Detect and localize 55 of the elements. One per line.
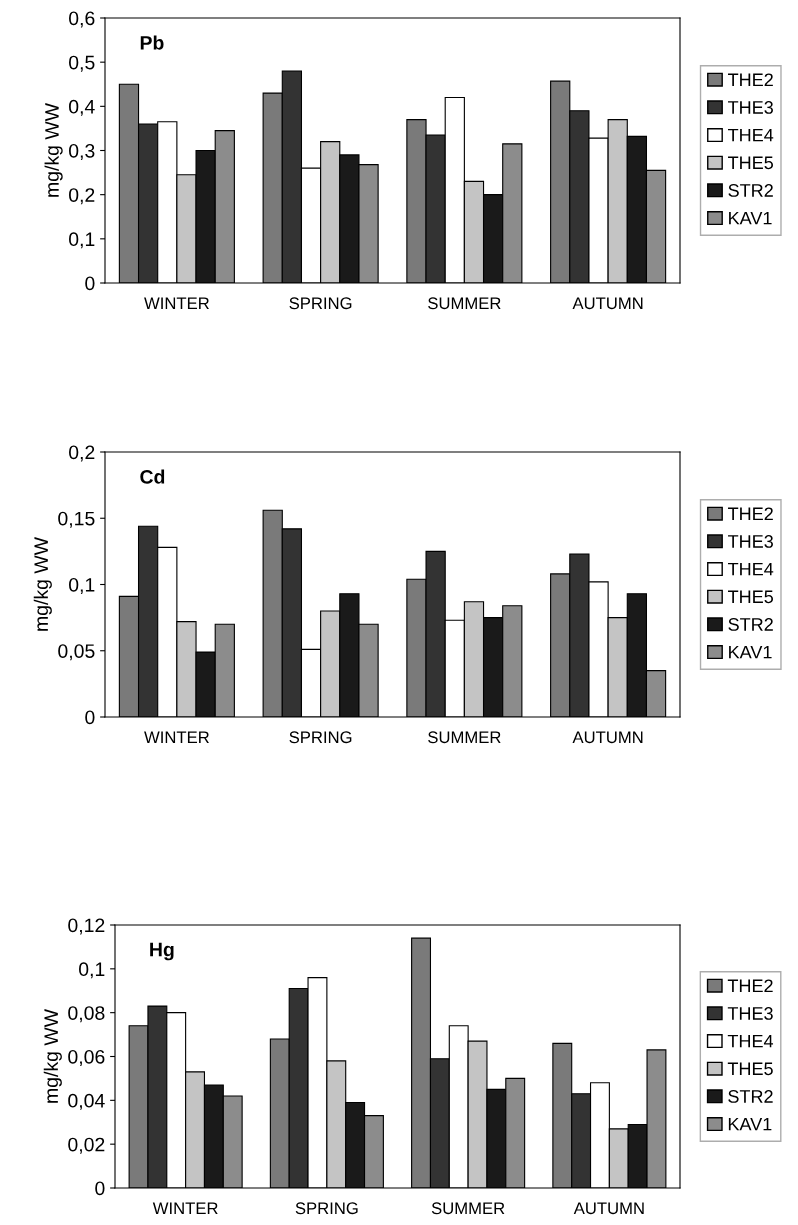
legend-label: THE4 <box>727 1034 774 1048</box>
legend-label: THE2 <box>728 507 773 521</box>
y-tick-label: 0 <box>95 1181 105 1196</box>
y-tick-label: 0,12 <box>68 918 105 935</box>
y-tick-label: 0,06 <box>68 1049 105 1067</box>
y-tick-label: 0,6 <box>69 11 95 28</box>
legend-label: STR2 <box>728 184 773 197</box>
y-tick-label: 0,04 <box>68 1093 105 1110</box>
legend-label: THE4 <box>728 562 774 576</box>
x-tick-label: SPRING <box>289 297 352 310</box>
legend-label: THE3 <box>728 535 773 548</box>
x-tick-label: WINTER <box>144 731 209 743</box>
x-tick-label: SUMMER <box>428 731 501 744</box>
y-tick-label: 0,2 <box>69 188 95 205</box>
x-tick-label: SPRING <box>295 1202 358 1215</box>
y-tick-label: 0,08 <box>68 1006 105 1023</box>
y-tick-label: 0,1 <box>79 962 105 979</box>
y-tick-label: 0,1 <box>69 232 95 249</box>
y-tick-label: 0,02 <box>68 1137 105 1154</box>
y-tick-label: 0 <box>85 276 95 291</box>
x-tick-label: SUMMER <box>431 1202 505 1215</box>
legend-label: KAV1 <box>728 1117 772 1131</box>
text: Hg <box>150 942 174 961</box>
legend-label: THE3 <box>727 1007 773 1020</box>
x-tick-label: SUMMER <box>428 297 501 310</box>
legend-label: STR2 <box>728 618 773 631</box>
x-tick-label: WINTER <box>152 1202 218 1214</box>
legend-label: KAV1 <box>729 645 772 659</box>
x-tick-label: WINTER <box>144 297 209 309</box>
y-tick-label: 0,1 <box>69 577 95 595</box>
y-tick-label: 0,05 <box>58 644 95 661</box>
legend-label: KAV1 <box>729 211 772 225</box>
y-axis-title: mg/kg WW <box>33 537 52 631</box>
y-tick-label: 0,2 <box>69 445 95 462</box>
x-tick-label: SPRING <box>289 731 352 744</box>
y-tick-label: 0,4 <box>69 99 95 116</box>
x-tick-label: AUTUMN <box>573 1202 644 1215</box>
text: Pb <box>140 35 164 50</box>
legend-label: THE2 <box>728 73 773 87</box>
text: Cd <box>140 469 165 484</box>
x-tick-label: AUTUMN <box>572 297 643 310</box>
legend-label: STR2 <box>728 1090 773 1103</box>
x-tick-label: AUTUMN <box>572 731 643 744</box>
y-axis-title: mg/kg WW <box>43 1009 62 1103</box>
legend-label: THE5 <box>728 590 774 604</box>
y-axis-title: mg/kg WW <box>44 103 63 197</box>
y-tick-label: 0 <box>85 710 95 725</box>
y-tick-label: 0,5 <box>69 55 95 72</box>
legend-label: THE3 <box>728 101 773 114</box>
legend-label: THE5 <box>728 156 774 170</box>
legend-label: THE2 <box>727 979 773 993</box>
legend-label: THE5 <box>727 1062 773 1076</box>
y-tick-label: 0,15 <box>58 511 95 528</box>
legend-label: THE4 <box>728 128 774 142</box>
y-tick-label: 0,3 <box>69 143 95 161</box>
